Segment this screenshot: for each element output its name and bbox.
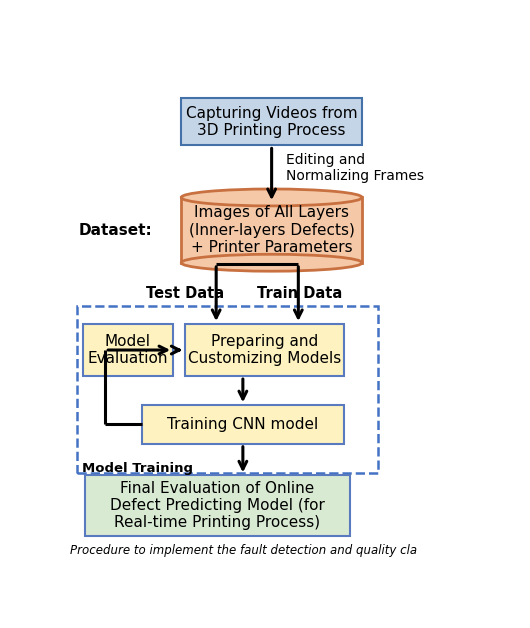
FancyBboxPatch shape xyxy=(142,405,343,444)
Text: Training CNN model: Training CNN model xyxy=(167,417,319,432)
Text: Preparing and
Customizing Models: Preparing and Customizing Models xyxy=(188,334,341,366)
Text: Dataset:: Dataset: xyxy=(78,222,153,237)
Ellipse shape xyxy=(181,189,362,206)
Text: Procedure to implement the fault detection and quality cla: Procedure to implement the fault detecti… xyxy=(70,543,418,556)
Bar xyxy=(181,197,362,263)
Text: Final Evaluation of Online
Defect Predicting Model (for
Real-time Printing Proce: Final Evaluation of Online Defect Predic… xyxy=(110,480,325,531)
Text: Editing and
Normalizing Frames: Editing and Normalizing Frames xyxy=(286,153,424,183)
Text: Train Data: Train Data xyxy=(257,286,342,301)
Text: Capturing Videos from
3D Printing Process: Capturing Videos from 3D Printing Proces… xyxy=(186,106,357,138)
FancyBboxPatch shape xyxy=(186,324,343,376)
Ellipse shape xyxy=(181,254,362,271)
Text: Model
Evaluation: Model Evaluation xyxy=(87,334,168,366)
FancyBboxPatch shape xyxy=(83,324,173,376)
FancyBboxPatch shape xyxy=(85,475,350,536)
Text: Model Training: Model Training xyxy=(82,462,193,475)
FancyBboxPatch shape xyxy=(181,98,362,146)
Text: Test Data: Test Data xyxy=(146,286,225,301)
Text: Images of All Layers
(Inner-layers Defects)
+ Printer Parameters: Images of All Layers (Inner-layers Defec… xyxy=(189,205,355,255)
